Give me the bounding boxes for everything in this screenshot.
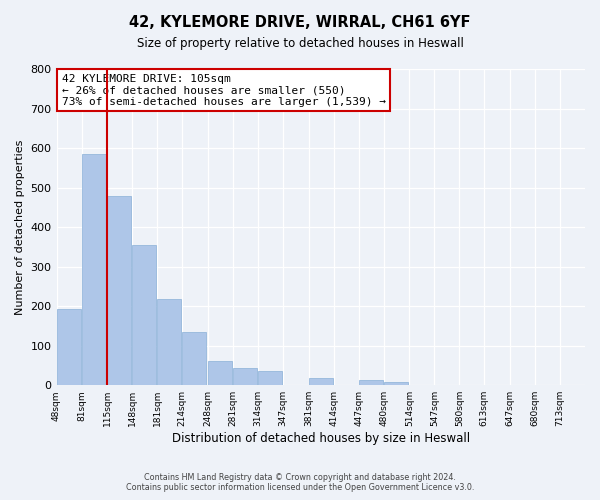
- Bar: [359, 380, 383, 385]
- Text: 42, KYLEMORE DRIVE, WIRRAL, CH61 6YF: 42, KYLEMORE DRIVE, WIRRAL, CH61 6YF: [129, 15, 471, 30]
- Bar: [182, 332, 206, 385]
- Bar: [82, 154, 106, 385]
- Bar: [107, 196, 131, 385]
- Bar: [233, 368, 257, 385]
- Text: Size of property relative to detached houses in Heswall: Size of property relative to detached ho…: [137, 38, 463, 51]
- Bar: [157, 300, 181, 385]
- Y-axis label: Number of detached properties: Number of detached properties: [15, 140, 25, 315]
- Bar: [56, 309, 81, 385]
- Bar: [208, 361, 232, 385]
- Bar: [258, 371, 282, 385]
- Text: 42 KYLEMORE DRIVE: 105sqm
← 26% of detached houses are smaller (550)
73% of semi: 42 KYLEMORE DRIVE: 105sqm ← 26% of detac…: [62, 74, 386, 107]
- Bar: [308, 378, 333, 385]
- Bar: [132, 246, 157, 385]
- Text: Contains HM Land Registry data © Crown copyright and database right 2024.
Contai: Contains HM Land Registry data © Crown c…: [126, 473, 474, 492]
- Bar: [383, 382, 408, 385]
- X-axis label: Distribution of detached houses by size in Heswall: Distribution of detached houses by size …: [172, 432, 470, 445]
